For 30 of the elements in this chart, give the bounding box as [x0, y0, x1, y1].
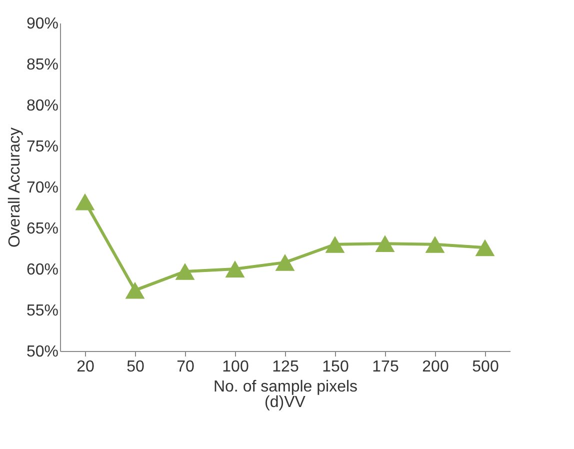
x-axis-title: No. of sample pixels [213, 378, 358, 396]
y-tick-label: 50% [26, 344, 58, 360]
y-tick-label: 80% [26, 98, 58, 114]
y-tick-label: 65% [26, 220, 58, 238]
x-tick-label: 70 [176, 358, 194, 376]
x-tick-label: 175 [372, 358, 399, 376]
x-tick-label: 20 [76, 358, 94, 376]
y-tick-label: 90% [26, 16, 58, 32]
x-tick-label: 50 [126, 358, 144, 376]
x-tick-label: 500 [472, 358, 499, 376]
x-tick-label: 150 [322, 358, 349, 376]
point [75, 193, 95, 210]
y-tick-label: 70% [26, 180, 58, 196]
point [375, 235, 395, 252]
point [275, 254, 295, 271]
point [225, 260, 245, 278]
x-tick-label: 100 [222, 358, 249, 376]
x-tick-label: 125 [272, 358, 299, 376]
text: (d)VV [264, 394, 306, 411]
point [125, 282, 145, 299]
y-tick-label: 85% [26, 56, 58, 74]
y-tick-label: 75% [26, 138, 58, 156]
point [325, 236, 345, 253]
point [175, 263, 195, 280]
point [475, 239, 495, 256]
point [425, 236, 445, 253]
y-tick-label: 60% [26, 262, 58, 278]
y-tick-label: 55% [26, 302, 58, 320]
x-tick-label: 200 [422, 358, 449, 376]
y-axis-title: Overall Accuracy [6, 127, 24, 248]
